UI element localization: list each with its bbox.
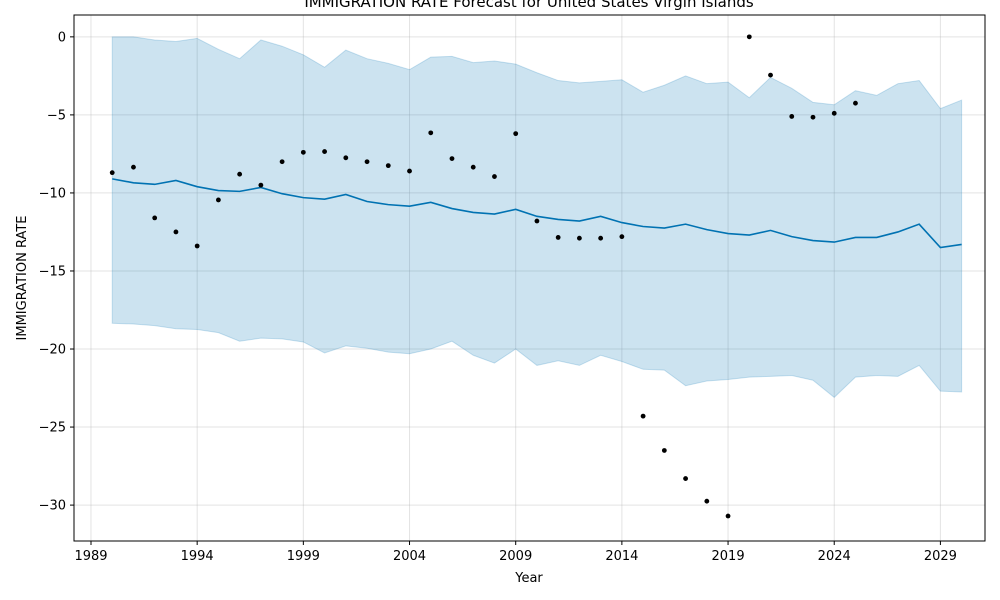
observed-point (152, 215, 158, 221)
plot-area-frame (73, 14, 986, 542)
observed-point (109, 170, 115, 176)
y-tick-label: −15 (39, 264, 66, 279)
chart-title: IMMIGRATION RATE Forecast for United Sta… (304, 0, 754, 11)
x-tick-label: 2009 (499, 549, 532, 564)
observed-point (704, 498, 710, 504)
observed-point (492, 174, 497, 179)
x-tick-label: 1989 (74, 549, 107, 564)
observed-point (470, 164, 476, 170)
observed-point (555, 235, 561, 240)
observed-point (364, 159, 370, 165)
forecast-line (112, 178, 962, 249)
x-tick-label: 2029 (924, 549, 957, 564)
y-tick-label: −10 (39, 186, 66, 201)
observed-point (619, 234, 625, 240)
observed-point (598, 235, 604, 241)
observed-point (513, 131, 519, 137)
observed-points-layer (109, 34, 858, 519)
observed-point (810, 114, 816, 120)
observed-point (343, 155, 349, 161)
observed-point (746, 34, 752, 40)
x-axis-title: Year (514, 571, 543, 586)
observed-point (385, 163, 391, 169)
x-tick-label: 2019 (712, 549, 745, 564)
observed-point (173, 229, 179, 235)
x-tick-label: 1999 (287, 549, 320, 564)
observed-point (194, 243, 200, 249)
y-tick-label: 0 (58, 30, 66, 45)
observed-point (237, 171, 243, 177)
x-tick-label: 1994 (181, 549, 214, 564)
observed-point (449, 156, 455, 162)
y-tick-label: −25 (39, 421, 66, 436)
observed-point (428, 130, 434, 136)
observed-point (216, 197, 221, 203)
y-axis-ticks: 0 −5 −10 −15 −20 −25 −30 (39, 30, 74, 514)
observed-point (853, 100, 858, 106)
y-axis-title: IMMIGRATION RATE (15, 216, 30, 341)
observed-point (407, 168, 412, 174)
observed-point (534, 218, 540, 224)
observed-point (279, 159, 285, 165)
observed-point (640, 413, 646, 419)
forecast-line-layer (112, 178, 962, 249)
x-axis-ticks: 1989 1994 1999 2004 2009 2014 2019 2024 2029 (74, 541, 957, 564)
observed-point (661, 448, 667, 453)
x-tick-label: 2024 (818, 549, 851, 564)
observed-point (322, 149, 327, 154)
observed-point (683, 476, 688, 481)
observed-point (768, 72, 773, 78)
observed-point (131, 164, 136, 170)
observed-point (725, 513, 731, 519)
x-tick-label: 2014 (605, 549, 638, 564)
observed-point (258, 182, 264, 188)
observed-point (300, 149, 306, 155)
y-tick-label: −5 (47, 108, 66, 123)
y-tick-label: −20 (39, 343, 66, 358)
observed-point (831, 110, 837, 116)
x-tick-label: 2004 (393, 549, 426, 564)
y-tick-label: −30 (39, 499, 66, 514)
observed-point (789, 114, 795, 119)
observed-point (577, 235, 582, 241)
